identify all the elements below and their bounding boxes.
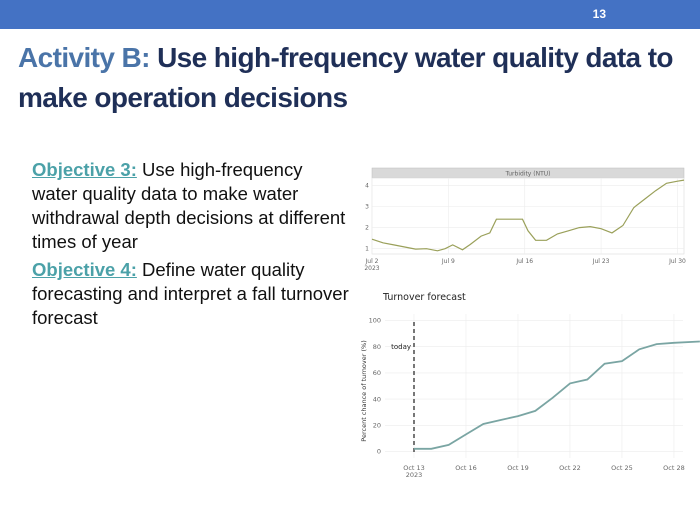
title-text: Use high-frequency water quality data to… — [18, 42, 674, 113]
objective-4-label: Objective 4: — [32, 259, 137, 280]
x-tick-label: Jul 2 2023 — [364, 258, 379, 272]
y-axis-label: Percent chance of turnover (%) — [360, 340, 368, 441]
x-tick-label: Oct 13 2023 — [403, 464, 425, 479]
y-tick-label: 4 — [365, 182, 369, 189]
header-bar: 13 — [0, 0, 700, 29]
y-tick-label: 1 — [365, 246, 369, 253]
y-tick-label: 3 — [365, 204, 369, 211]
x-tick-label: Oct 16 — [455, 464, 477, 472]
strip-label: Turbidity (NTU) — [504, 171, 550, 178]
turnover-forecast-chart: Turnover forecast Percent chance of turn… — [355, 286, 700, 484]
x-tick-label: Oct 19 — [507, 464, 529, 472]
turbidity-chart: Turbidity (NTU) 1 2 3 4 Jul 2 2023 Jul 9 Jul 16… — [360, 162, 690, 282]
x-tick-label: Jul 16 — [515, 258, 533, 265]
today-label: today — [391, 343, 411, 351]
plot-panel — [371, 177, 685, 255]
objective-4-text: Define water quality forecasting and int… — [32, 259, 349, 328]
objective-3-label: Objective 3: — [32, 159, 137, 180]
y-tick-label: 80 — [373, 343, 381, 351]
y-tick-label: 2 — [365, 225, 369, 232]
x-tick-label: Oct 28 — [663, 464, 685, 472]
x-tick-label: Oct 25 — [611, 464, 633, 472]
y-tick-label: 0 — [377, 448, 381, 456]
objective-3: Objective 3: Use high-frequency water qu… — [32, 158, 352, 254]
x-tick-label: Jul 23 — [592, 258, 610, 265]
objective-3-text: Use high-frequency water quality data to… — [32, 159, 346, 252]
chart-frame — [355, 286, 690, 484]
chart-title: Turnover forecast — [382, 292, 466, 303]
x-tick-label: Jul 9 — [441, 258, 455, 265]
y-tick-label: 60 — [373, 369, 381, 377]
x-tick-label: Jul 30 — [668, 258, 686, 265]
objective-4: Objective 4: Define water quality foreca… — [32, 258, 352, 330]
y-tick-label: 100 — [369, 317, 381, 325]
title-accent: Activity B: — [18, 42, 150, 73]
y-tick-label: 20 — [373, 421, 381, 429]
x-tick-label: Oct 22 — [559, 464, 581, 472]
turbidity-series-line — [371, 179, 685, 252]
turnover-series-line — [414, 340, 700, 450]
slide-title: Activity B: Use high-frequency water qua… — [18, 38, 688, 118]
objectives-list: Objective 3: Use high-frequency water qu… — [32, 158, 352, 334]
slide-number: 13 — [592, 7, 606, 21]
y-tick-label: 40 — [373, 395, 381, 403]
